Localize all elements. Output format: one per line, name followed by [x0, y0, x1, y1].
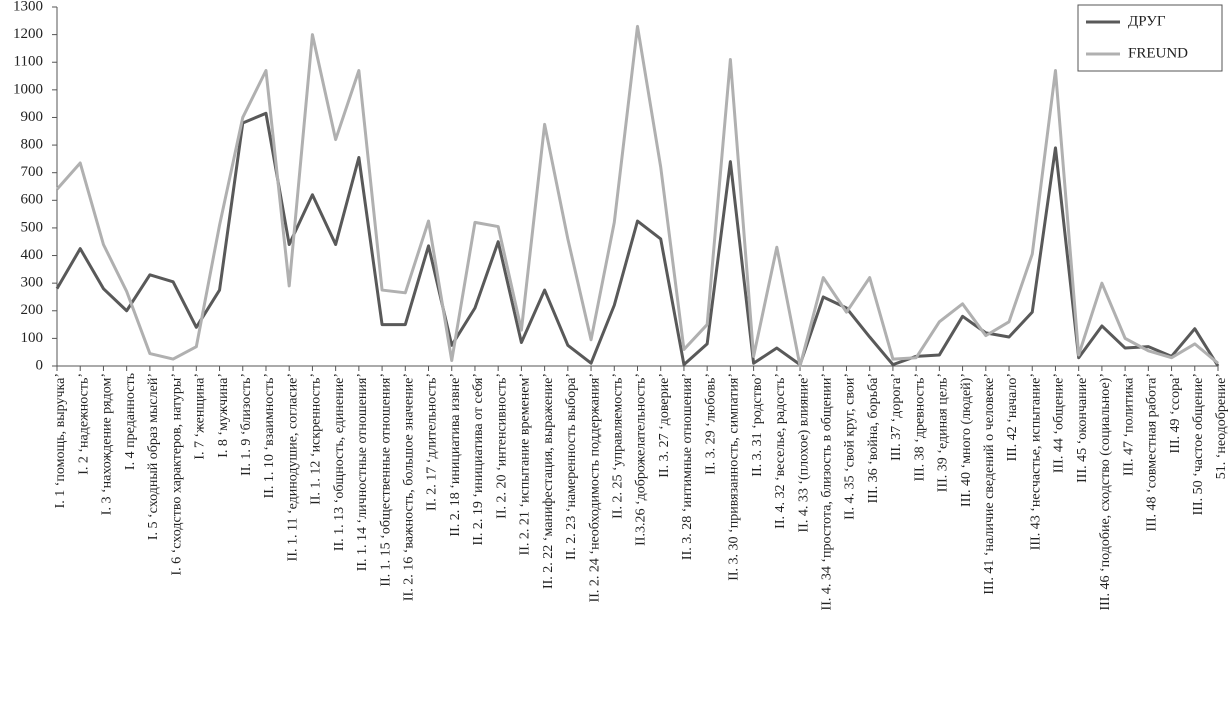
y-tick-label: 400	[21, 247, 44, 263]
x-tick-label: II. 3. 29 ‘любовь’	[703, 373, 718, 475]
x-tick-label: I. 4 преданность	[123, 373, 138, 470]
y-tick-label: 200	[21, 302, 44, 318]
line-series	[55, 24, 1219, 368]
x-tick-label: III. 36 ‘война, борьба’	[866, 373, 881, 503]
x-tick-label: III. 44 ‘общение’	[1052, 373, 1067, 473]
x-tick-label: II. 2. 25 ‘управляемость’	[610, 373, 625, 519]
x-tick-label: I. 8 ‘мужчина’	[216, 373, 231, 458]
x-tick-label: III. 46 ‘подобие, сходство (социальное)’	[1098, 373, 1113, 611]
x-tick-label: II. 2. 22 ‘манифестация, выражение’	[541, 373, 556, 589]
x-tick-label: II. 3. 30 ‘привязанность, симпатия’	[727, 373, 742, 581]
y-tick-label: 700	[21, 164, 44, 180]
y-tick-label: 800	[21, 137, 44, 153]
x-tick-label: III. 38 ‘древность’	[912, 373, 927, 481]
x-tick-label: II. 4. 33 ‘(плохое) влияние’	[796, 373, 811, 533]
x-tick-label: II. 4. 34 ‘простота, близость в общении’	[819, 373, 834, 610]
x-tick-label: III. 48 ‘совместная работа’	[1145, 373, 1160, 531]
x-tick-label: II. 4. 35 ‘свой круг, свои’	[843, 373, 858, 520]
x-tick-label: II. 1. 15 ‘общественные отношения’	[378, 373, 393, 587]
x-tick-label: II. 1. 12 ‘искренность’	[309, 373, 324, 505]
x-tick-label: I. 6 ‘сходство характеров, натуры’	[169, 373, 184, 576]
y-tick-label: 0	[36, 357, 44, 373]
x-tick-label: I. 2 ‘надежность’	[76, 373, 91, 475]
x-tick-label: III. 50 ‘частое общение’	[1191, 373, 1206, 515]
y-tick-label: 900	[21, 109, 44, 125]
x-tick-label: III. 47 ‘политика’	[1121, 373, 1136, 476]
x-tick-label: II. 1. 10 ‘взаимность’	[262, 373, 277, 498]
x-tick-label: II. 2. 20 ‘интенсивность’	[494, 373, 509, 519]
x-tick-label: II. 3. 31 ‘родство’	[750, 373, 765, 477]
x-tick-label: II. 2. 16 ‘важность, большое значение’	[402, 373, 417, 601]
y-tick-label: 100	[21, 330, 44, 346]
y-tick-label: 1000	[13, 81, 43, 97]
x-tick-label: 51. ‘неодобрение’	[1214, 373, 1229, 479]
x-tick-label: II. 2. 23 ‘намеренность выбора’	[564, 373, 579, 560]
x-tick-label: II. 1. 11 ‘единодушие, согласие’	[285, 373, 300, 561]
x-tick-label: II. 2. 18 ‘инициатива извне’	[448, 373, 463, 537]
x-tick-label: II. 2. 21 ‘испытание временем’	[518, 373, 533, 555]
x-tick-label: III. 39 ‘единая цель’	[936, 373, 951, 492]
y-tick-label: 1300	[13, 0, 43, 14]
x-tick-label: I. 1 ‘помощь, выручка’	[53, 373, 68, 508]
x-tick-label: II. 2. 24 ‘необходимость поддержания’	[587, 373, 602, 602]
x-tick-label: II. 3. 28 ‘интимные отношения’	[680, 373, 695, 560]
y-tick-label: 500	[21, 219, 44, 235]
legend-box	[1077, 4, 1223, 72]
x-tick-label: III. 40 ‘много (людей)’	[959, 373, 974, 507]
y-tick-label: 600	[21, 192, 44, 208]
x-tick-label: III. 49 ‘ссора’	[1168, 373, 1183, 453]
y-tick-label: 1200	[13, 26, 43, 42]
x-tick-label: I. 3 ‘нахождение рядом’	[100, 373, 115, 515]
x-tick-label: II. 1. 9 ‘близость’	[239, 373, 254, 476]
x-tick-label: III. 37 ‘дорога’	[889, 373, 904, 461]
x-tick-label: III. 43 ‘несчастье, испытание’	[1028, 373, 1043, 550]
x-tick-label: III. 42 ‘начало’	[1005, 373, 1020, 461]
x-tick-label: I. 5 ‘сходный образ мыслей’	[146, 373, 161, 540]
y-tick-label: 300	[21, 275, 44, 291]
x-tick-label: III. 45 ‘окончание’	[1075, 373, 1090, 483]
x-tick-label: II. 4. 32 ‘веселье, радость’	[773, 373, 788, 529]
x-tick-label: II. 1. 13 ‘общность, единение’	[332, 373, 347, 551]
legend-label: ДРУГ	[1128, 13, 1166, 29]
legend-label: FREUND	[1128, 45, 1188, 61]
x-tick-label: II. 2. 19 ‘инициатива от себя’	[471, 373, 486, 545]
x-tick-label: I. 7 ‘женщина’	[193, 373, 208, 460]
x-tick-label: II.3.26 ‘доброжелательность’	[634, 373, 649, 546]
y-tick-label: 1100	[14, 54, 43, 70]
x-tick-label: II. 2. 17 ‘длительность’	[425, 373, 440, 511]
x-tick-label: II. 3. 27 ‘доверие’	[657, 373, 672, 478]
x-tick-label: II. 1. 14 ‘личностные отношения’	[355, 373, 370, 571]
x-tick-label: III. 41 ‘наличие сведений о человеке’	[982, 373, 997, 595]
line-series	[55, 111, 1220, 367]
